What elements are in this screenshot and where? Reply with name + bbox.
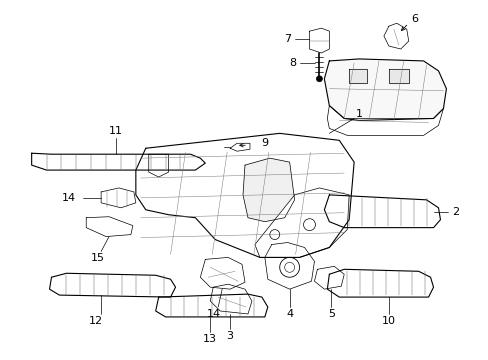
- Polygon shape: [101, 188, 136, 208]
- Text: 5: 5: [327, 309, 334, 319]
- Text: 14: 14: [62, 193, 76, 203]
- Text: 10: 10: [381, 316, 395, 326]
- Polygon shape: [326, 105, 443, 135]
- Polygon shape: [326, 269, 433, 297]
- Text: 15: 15: [91, 253, 105, 264]
- Polygon shape: [309, 28, 328, 53]
- Text: 2: 2: [451, 207, 458, 217]
- Polygon shape: [254, 188, 348, 257]
- Polygon shape: [200, 257, 244, 289]
- Text: 13: 13: [203, 334, 217, 344]
- Text: 8: 8: [288, 58, 296, 68]
- Polygon shape: [86, 217, 133, 237]
- Polygon shape: [264, 243, 314, 289]
- Polygon shape: [383, 23, 408, 49]
- Polygon shape: [388, 69, 408, 83]
- Polygon shape: [324, 59, 446, 121]
- Polygon shape: [210, 284, 251, 314]
- Polygon shape: [230, 143, 249, 151]
- Text: 14: 14: [207, 309, 221, 319]
- Polygon shape: [155, 294, 267, 317]
- Text: 1: 1: [355, 108, 362, 118]
- Polygon shape: [324, 195, 440, 228]
- Polygon shape: [243, 158, 294, 222]
- Polygon shape: [49, 273, 175, 297]
- Text: 3: 3: [226, 331, 233, 341]
- Circle shape: [316, 76, 322, 82]
- Polygon shape: [136, 133, 353, 257]
- Text: 9: 9: [261, 138, 268, 148]
- Text: 7: 7: [284, 34, 291, 44]
- Text: 4: 4: [285, 309, 293, 319]
- Polygon shape: [348, 69, 366, 83]
- Polygon shape: [148, 154, 168, 177]
- Polygon shape: [314, 266, 344, 289]
- Text: 11: 11: [109, 126, 123, 136]
- Polygon shape: [32, 153, 205, 170]
- Text: 6: 6: [410, 14, 417, 24]
- Text: 12: 12: [89, 316, 103, 326]
